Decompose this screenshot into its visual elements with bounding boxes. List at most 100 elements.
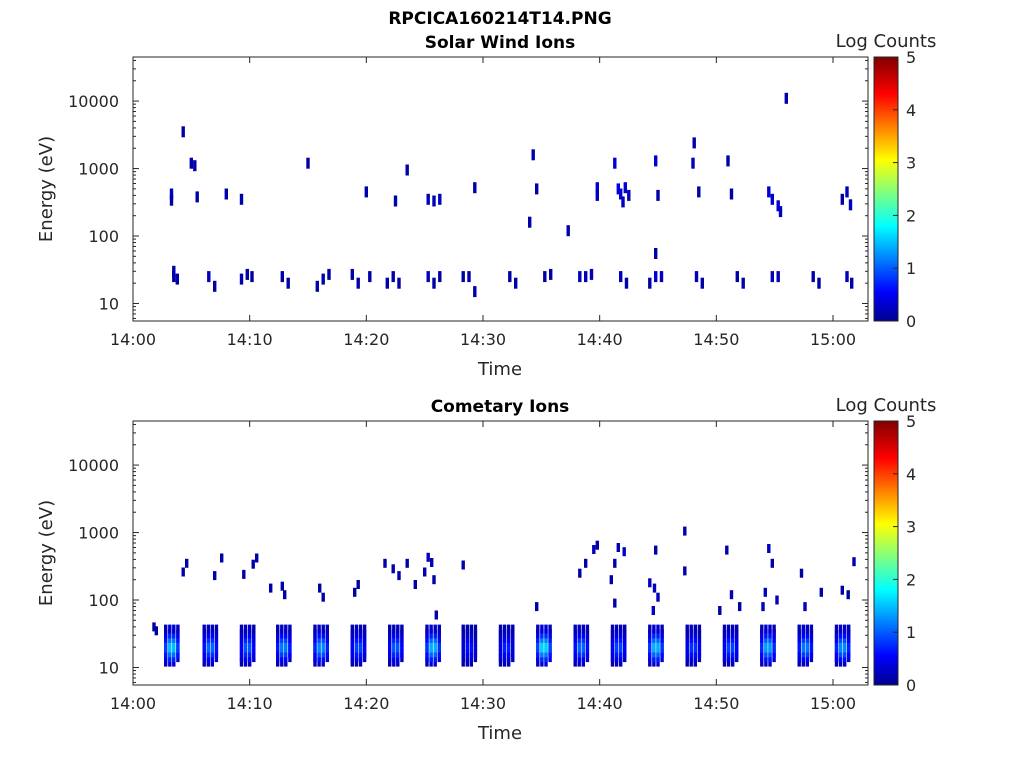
spectrogram-cell	[623, 643, 627, 653]
spectrogram-cell	[172, 648, 176, 658]
spectrogram-cell	[317, 653, 321, 663]
spectrogram-cell	[400, 643, 404, 653]
spectrogram-cell	[624, 277, 629, 289]
spectrogram-cell	[623, 629, 627, 639]
spectrogram-cell	[437, 638, 441, 648]
spectrogram-cell	[429, 643, 433, 653]
spectrogram-cell	[220, 553, 224, 563]
colorbar-tick-label: 5	[906, 48, 916, 67]
spectrogram-cell	[540, 648, 544, 658]
spectrogram-cell	[797, 648, 801, 658]
spectrogram-cell	[498, 653, 503, 663]
spectrogram-cell	[685, 648, 689, 658]
colorbar-tick-label: 1	[906, 259, 916, 278]
spectrogram-cell	[622, 547, 626, 557]
spectrogram-cell	[214, 638, 219, 648]
spectrogram-cell	[438, 193, 442, 205]
spectrogram-cell	[610, 653, 615, 663]
spectrogram-cell	[353, 587, 357, 597]
spectrogram-cell	[660, 653, 664, 663]
spectrogram-cell	[280, 629, 284, 639]
spectrogram-cell	[619, 271, 623, 283]
spectrogram-cell	[595, 189, 599, 201]
x-tick-label: 14:40	[577, 694, 623, 713]
spectrogram-cell	[176, 624, 180, 634]
spectrogram-cell	[465, 629, 469, 639]
spectrogram-cell	[507, 629, 511, 639]
spectrogram-cell	[214, 648, 219, 658]
spectrogram-cell	[362, 653, 367, 663]
y-axis: 10 100 1000 10000	[68, 59, 868, 319]
spectrogram-cell	[511, 643, 515, 653]
spectrogram-cell	[536, 643, 540, 653]
spectrogram-cell	[735, 643, 739, 653]
spectrogram-cell	[164, 643, 168, 653]
spectrogram-cell	[726, 643, 731, 653]
spectrogram-cell	[585, 638, 590, 648]
spectrogram-cell	[838, 648, 843, 658]
spectrogram-cell	[388, 648, 392, 658]
spectrogram-cell	[172, 629, 176, 639]
spectrogram-cell	[397, 277, 401, 289]
spectrogram-cell	[206, 643, 210, 653]
spectrogram-cell	[581, 643, 585, 653]
spectrogram-cell	[614, 624, 619, 634]
spectrogram-cell	[648, 653, 652, 663]
spectrogram-cell	[544, 643, 548, 653]
spectrogram-cell	[614, 629, 619, 639]
spectrogram-cell	[313, 653, 317, 663]
spectrogram-cell	[388, 624, 392, 634]
spectrogram-cell	[805, 643, 809, 653]
spectrogram-cell	[426, 271, 430, 283]
spectrogram-cell	[164, 653, 168, 663]
spectrogram-cell	[764, 624, 768, 634]
spectrogram-cell	[691, 157, 695, 169]
spectrogram-cell	[325, 648, 329, 658]
spectrogram-cell	[613, 157, 617, 169]
spectrogram-cell	[473, 624, 478, 634]
spectrogram-cell	[834, 638, 839, 648]
spectrogram-cell	[614, 643, 619, 653]
spectrogram-cell	[469, 624, 473, 634]
spectrogram-cell	[805, 629, 809, 639]
spectrogram-cell	[536, 624, 540, 634]
spectrogram-cell	[693, 643, 697, 653]
spectrogram-cell	[202, 653, 206, 663]
spectrogram-cell	[616, 183, 620, 195]
spectrogram-cell	[425, 629, 429, 639]
spectrogram-cell	[252, 643, 256, 653]
spectrogram-cells	[152, 526, 856, 667]
spectrogram-cell	[764, 638, 768, 648]
y-tick-label: 1000	[78, 524, 119, 543]
spectrogram-cell	[731, 638, 735, 648]
spectrogram-cell	[210, 624, 214, 634]
spectrogram-cell	[689, 624, 693, 634]
spectrogram-cell	[321, 638, 325, 648]
spectrogram-cell	[498, 638, 503, 648]
colorbar-tick-label: 2	[906, 570, 916, 589]
spectrogram-cell	[619, 629, 623, 639]
colorbar-tick-label: 1	[906, 623, 916, 642]
spectrogram-cell	[614, 653, 619, 663]
spectrogram-cell	[577, 643, 581, 653]
spectrogram-cell	[473, 182, 477, 194]
spectrogram-cell	[847, 638, 851, 648]
spectrogram-cell	[252, 624, 256, 634]
spectrogram-cell	[172, 624, 176, 634]
spectrogram-cell	[843, 643, 847, 653]
spectrogram-cell	[511, 638, 515, 648]
spectrogram-cell	[764, 643, 768, 653]
spectrogram-cell	[693, 653, 697, 663]
spectrogram-cell	[651, 606, 655, 615]
spectrogram-cell	[548, 638, 552, 648]
spectrogram-cell	[362, 624, 367, 634]
spectrogram-cell	[610, 648, 615, 658]
spectrogram-cell	[325, 638, 329, 648]
spectrogram-cell	[437, 624, 441, 634]
spectrogram-cell	[315, 280, 319, 292]
spectrogram-cell	[578, 568, 582, 578]
spectrogram-cell	[652, 629, 656, 639]
spectrogram-cell	[358, 648, 363, 658]
spectrogram-cell	[498, 629, 503, 639]
spectrogram-cell	[434, 610, 438, 620]
